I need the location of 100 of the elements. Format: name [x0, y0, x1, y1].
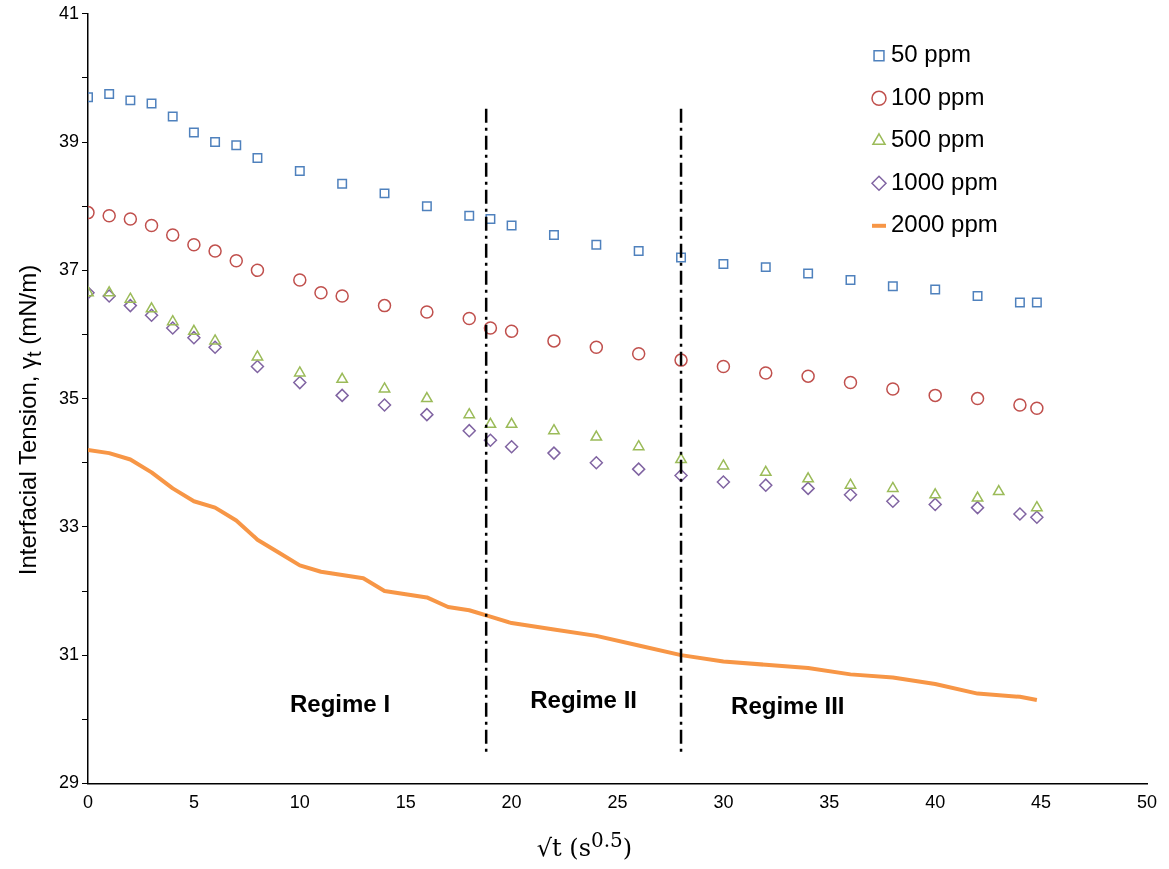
point — [250, 263, 265, 278]
x-tick-label: 5 — [188, 792, 199, 813]
point — [187, 237, 201, 252]
point — [845, 274, 856, 285]
y-tick-label: 39 — [58, 131, 79, 152]
x-tick-label: 0 — [82, 792, 94, 813]
legend-label: 2000 ppm — [891, 210, 998, 238]
point — [462, 423, 476, 438]
point — [504, 439, 519, 454]
point — [633, 246, 644, 257]
x-tick-label: 15 — [395, 792, 416, 813]
x-tick-label: 45 — [1031, 792, 1052, 813]
y-tick-label: 37 — [58, 259, 79, 280]
point — [676, 252, 687, 263]
point — [844, 478, 857, 489]
annotation: Regime III — [731, 692, 845, 720]
point — [970, 391, 985, 406]
legend-label: 100 ppm — [891, 82, 985, 110]
point — [760, 262, 771, 273]
point — [251, 350, 264, 361]
x-tick-label: 10 — [289, 792, 310, 813]
point — [928, 388, 942, 403]
point — [674, 468, 688, 483]
point — [294, 165, 305, 176]
point — [1013, 398, 1027, 412]
point — [929, 488, 942, 499]
point — [886, 494, 900, 508]
point — [252, 153, 263, 164]
point — [803, 268, 814, 279]
annotation: Regime II — [530, 686, 637, 714]
point — [123, 212, 138, 226]
point — [379, 188, 390, 199]
point — [1031, 297, 1042, 308]
point — [928, 497, 942, 512]
point — [589, 455, 604, 470]
y-tick-label: 33 — [58, 515, 79, 536]
point — [1014, 297, 1025, 308]
point — [759, 366, 773, 380]
point — [548, 230, 559, 241]
point — [335, 289, 349, 303]
point — [463, 407, 476, 419]
point — [718, 258, 729, 269]
legend-label: 50 ppm — [891, 40, 972, 68]
point — [337, 178, 348, 189]
point — [886, 481, 899, 493]
point — [971, 491, 984, 502]
point — [377, 298, 392, 313]
point — [421, 201, 432, 212]
point — [378, 382, 391, 393]
point — [462, 311, 476, 326]
point — [377, 398, 392, 412]
point — [970, 500, 985, 515]
point — [146, 98, 157, 109]
point — [124, 292, 137, 303]
point — [166, 314, 179, 326]
point — [293, 273, 307, 287]
y-tick-label: 29 — [58, 772, 79, 793]
point — [590, 430, 603, 441]
point — [759, 478, 773, 492]
point — [144, 308, 159, 322]
point — [716, 359, 731, 374]
point — [506, 220, 517, 231]
point — [589, 340, 604, 355]
point — [547, 334, 561, 348]
point — [208, 340, 222, 355]
y-tick-label: 35 — [58, 387, 79, 408]
point — [165, 228, 180, 242]
point — [801, 481, 815, 496]
point — [1030, 401, 1044, 415]
point — [631, 346, 646, 361]
x-axis-title: √t (s$^{0.5}$) — [535, 828, 634, 862]
point — [103, 286, 116, 297]
point — [104, 88, 115, 99]
point — [420, 407, 434, 422]
point — [801, 369, 815, 383]
point — [464, 210, 475, 221]
point — [483, 321, 498, 335]
point — [293, 375, 307, 390]
point — [992, 484, 1005, 496]
point — [187, 330, 201, 345]
point — [547, 446, 561, 460]
point — [250, 359, 265, 374]
point — [188, 127, 199, 138]
point — [420, 305, 434, 319]
point — [802, 472, 815, 483]
point — [1013, 507, 1027, 521]
x-tick-label: 30 — [713, 792, 734, 813]
point — [293, 366, 306, 377]
x-tick-label: 25 — [607, 792, 628, 813]
point — [229, 253, 244, 268]
x-tick-label: 20 — [501, 792, 522, 813]
point — [144, 218, 159, 233]
point — [843, 488, 858, 502]
point — [165, 321, 180, 335]
point — [631, 462, 646, 476]
point — [420, 391, 433, 403]
x-tick-label: 35 — [819, 792, 840, 813]
point — [484, 417, 497, 428]
point — [231, 140, 242, 151]
point — [483, 433, 498, 448]
